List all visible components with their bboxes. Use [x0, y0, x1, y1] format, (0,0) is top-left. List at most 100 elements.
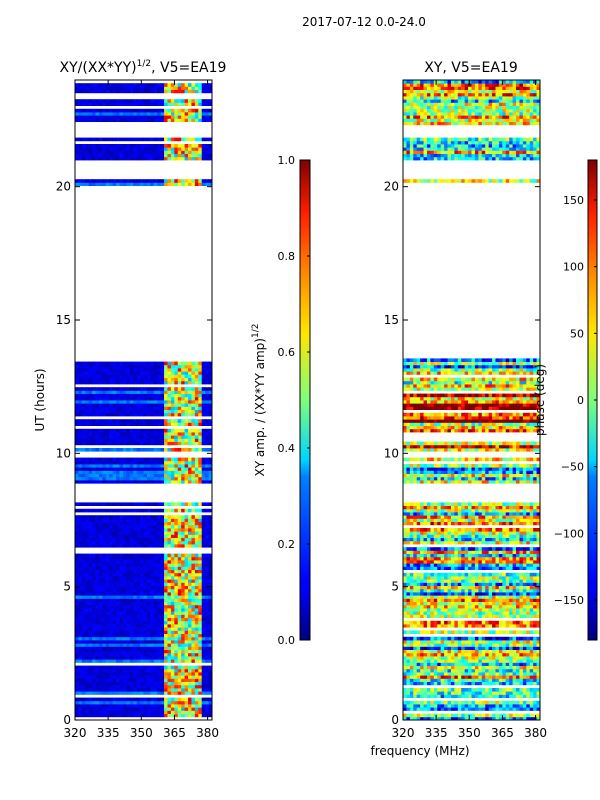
heatmap-cell — [170, 585, 175, 590]
heatmap-cell — [153, 604, 158, 609]
heatmap-cell — [157, 470, 162, 474]
heatmap-cell — [188, 569, 192, 574]
heatmap-cell — [160, 710, 165, 714]
heatmap-cell — [201, 473, 206, 478]
heatmap-cell — [143, 710, 148, 714]
heatmap-cell — [208, 563, 212, 567]
heatmap-cell — [116, 710, 120, 714]
heatmap-cell — [95, 470, 100, 474]
heatmap-cell — [75, 102, 79, 106]
heatmap-cell — [174, 364, 179, 369]
heatmap-cell — [194, 377, 199, 382]
heatmap-cell — [208, 390, 212, 394]
heatmap-cell — [153, 89, 158, 94]
heatmap-cell — [126, 374, 131, 378]
heatmap-cell — [146, 684, 151, 689]
heatmap-cell — [188, 553, 192, 558]
heatmap-cell — [122, 396, 127, 401]
heatmap-cell — [198, 556, 203, 561]
heatmap-cell — [116, 592, 120, 596]
heatmap-cell — [174, 86, 179, 90]
heatmap-cell — [177, 390, 182, 394]
heatmap-cell — [102, 464, 107, 468]
heatmap-cell — [88, 89, 93, 94]
heatmap-cell — [102, 508, 107, 513]
heatmap-cell — [167, 713, 172, 718]
heatmap-cell — [492, 678, 496, 682]
heatmap-cell — [78, 400, 83, 404]
heatmap-cell — [420, 672, 424, 676]
heatmap-cell — [181, 588, 185, 593]
heatmap-cell — [198, 428, 203, 433]
heatmap-cell — [105, 457, 110, 462]
heatmap-cell — [129, 460, 134, 465]
heatmap-cell — [502, 672, 507, 676]
heatmap-cell — [201, 585, 206, 590]
heatmap-cell — [98, 419, 103, 423]
heatmap-cell — [184, 534, 189, 538]
heatmap-cell — [136, 672, 141, 676]
heatmap-cell — [75, 588, 79, 593]
heatmap-cell — [188, 678, 192, 682]
heatmap-cell — [105, 630, 110, 634]
heatmap-cell — [88, 572, 93, 577]
heatmap-cell — [116, 688, 120, 692]
heatmap-cell — [444, 700, 448, 705]
heatmap-cell — [143, 704, 148, 708]
heatmap-cell — [529, 700, 534, 705]
heatmap-cell — [194, 393, 199, 398]
heatmap-cell — [450, 688, 455, 692]
heatmap-cell — [109, 656, 114, 660]
heatmap-cell — [105, 579, 110, 583]
heatmap-cell — [126, 368, 131, 372]
heatmap-cell — [85, 460, 90, 465]
heatmap-cell — [140, 710, 144, 714]
heatmap-cell — [105, 156, 110, 161]
heatmap-cell — [98, 688, 103, 692]
heatmap-cell — [157, 534, 162, 538]
heatmap-cell — [184, 601, 189, 606]
heatmap-cell — [492, 688, 496, 692]
heatmap-cell — [133, 524, 138, 529]
heatmap-cell — [119, 614, 124, 618]
heatmap-cell — [95, 601, 100, 606]
heatmap-cell — [198, 691, 203, 695]
heatmap-cell — [92, 579, 96, 583]
heatmap-cell — [184, 364, 189, 369]
heatmap-cell — [205, 710, 209, 714]
heatmap-cell — [75, 531, 79, 535]
heatmap-cell — [102, 403, 107, 407]
heatmap-cell — [140, 112, 144, 116]
heatmap-cell — [170, 89, 175, 94]
heatmap-cell — [201, 419, 206, 423]
heatmap-cell — [430, 700, 435, 705]
heatmap-cell — [133, 652, 138, 657]
heatmap-cell — [129, 467, 134, 471]
heatmap-cell — [88, 473, 93, 478]
heatmap-cell — [136, 556, 141, 561]
heatmap-cell — [109, 473, 114, 478]
heatmap-cell — [126, 86, 131, 90]
heatmap-cell — [437, 713, 442, 718]
heatmap-cell — [454, 691, 459, 695]
heatmap-cell — [191, 508, 196, 513]
heatmap-cell — [181, 521, 185, 526]
heatmap-cell — [174, 108, 179, 113]
heatmap-cell — [430, 681, 435, 686]
heatmap-cell — [133, 617, 138, 622]
heatmap-cell — [160, 611, 165, 615]
heatmap-cell — [201, 89, 206, 94]
heatmap-cell — [81, 697, 86, 702]
heatmap-cell — [153, 672, 158, 676]
heatmap-cell — [109, 710, 114, 714]
heatmap-cell — [174, 476, 179, 481]
heatmap-cell — [208, 508, 212, 513]
heatmap-cell — [102, 528, 107, 532]
heatmap-cell — [194, 153, 199, 158]
heatmap-cell — [157, 118, 162, 122]
heatmap-cell — [208, 102, 212, 106]
heatmap-cell — [184, 457, 189, 462]
heatmap-cell — [150, 627, 155, 631]
heatmap-cell — [205, 153, 209, 158]
heatmap-cell — [174, 627, 179, 631]
